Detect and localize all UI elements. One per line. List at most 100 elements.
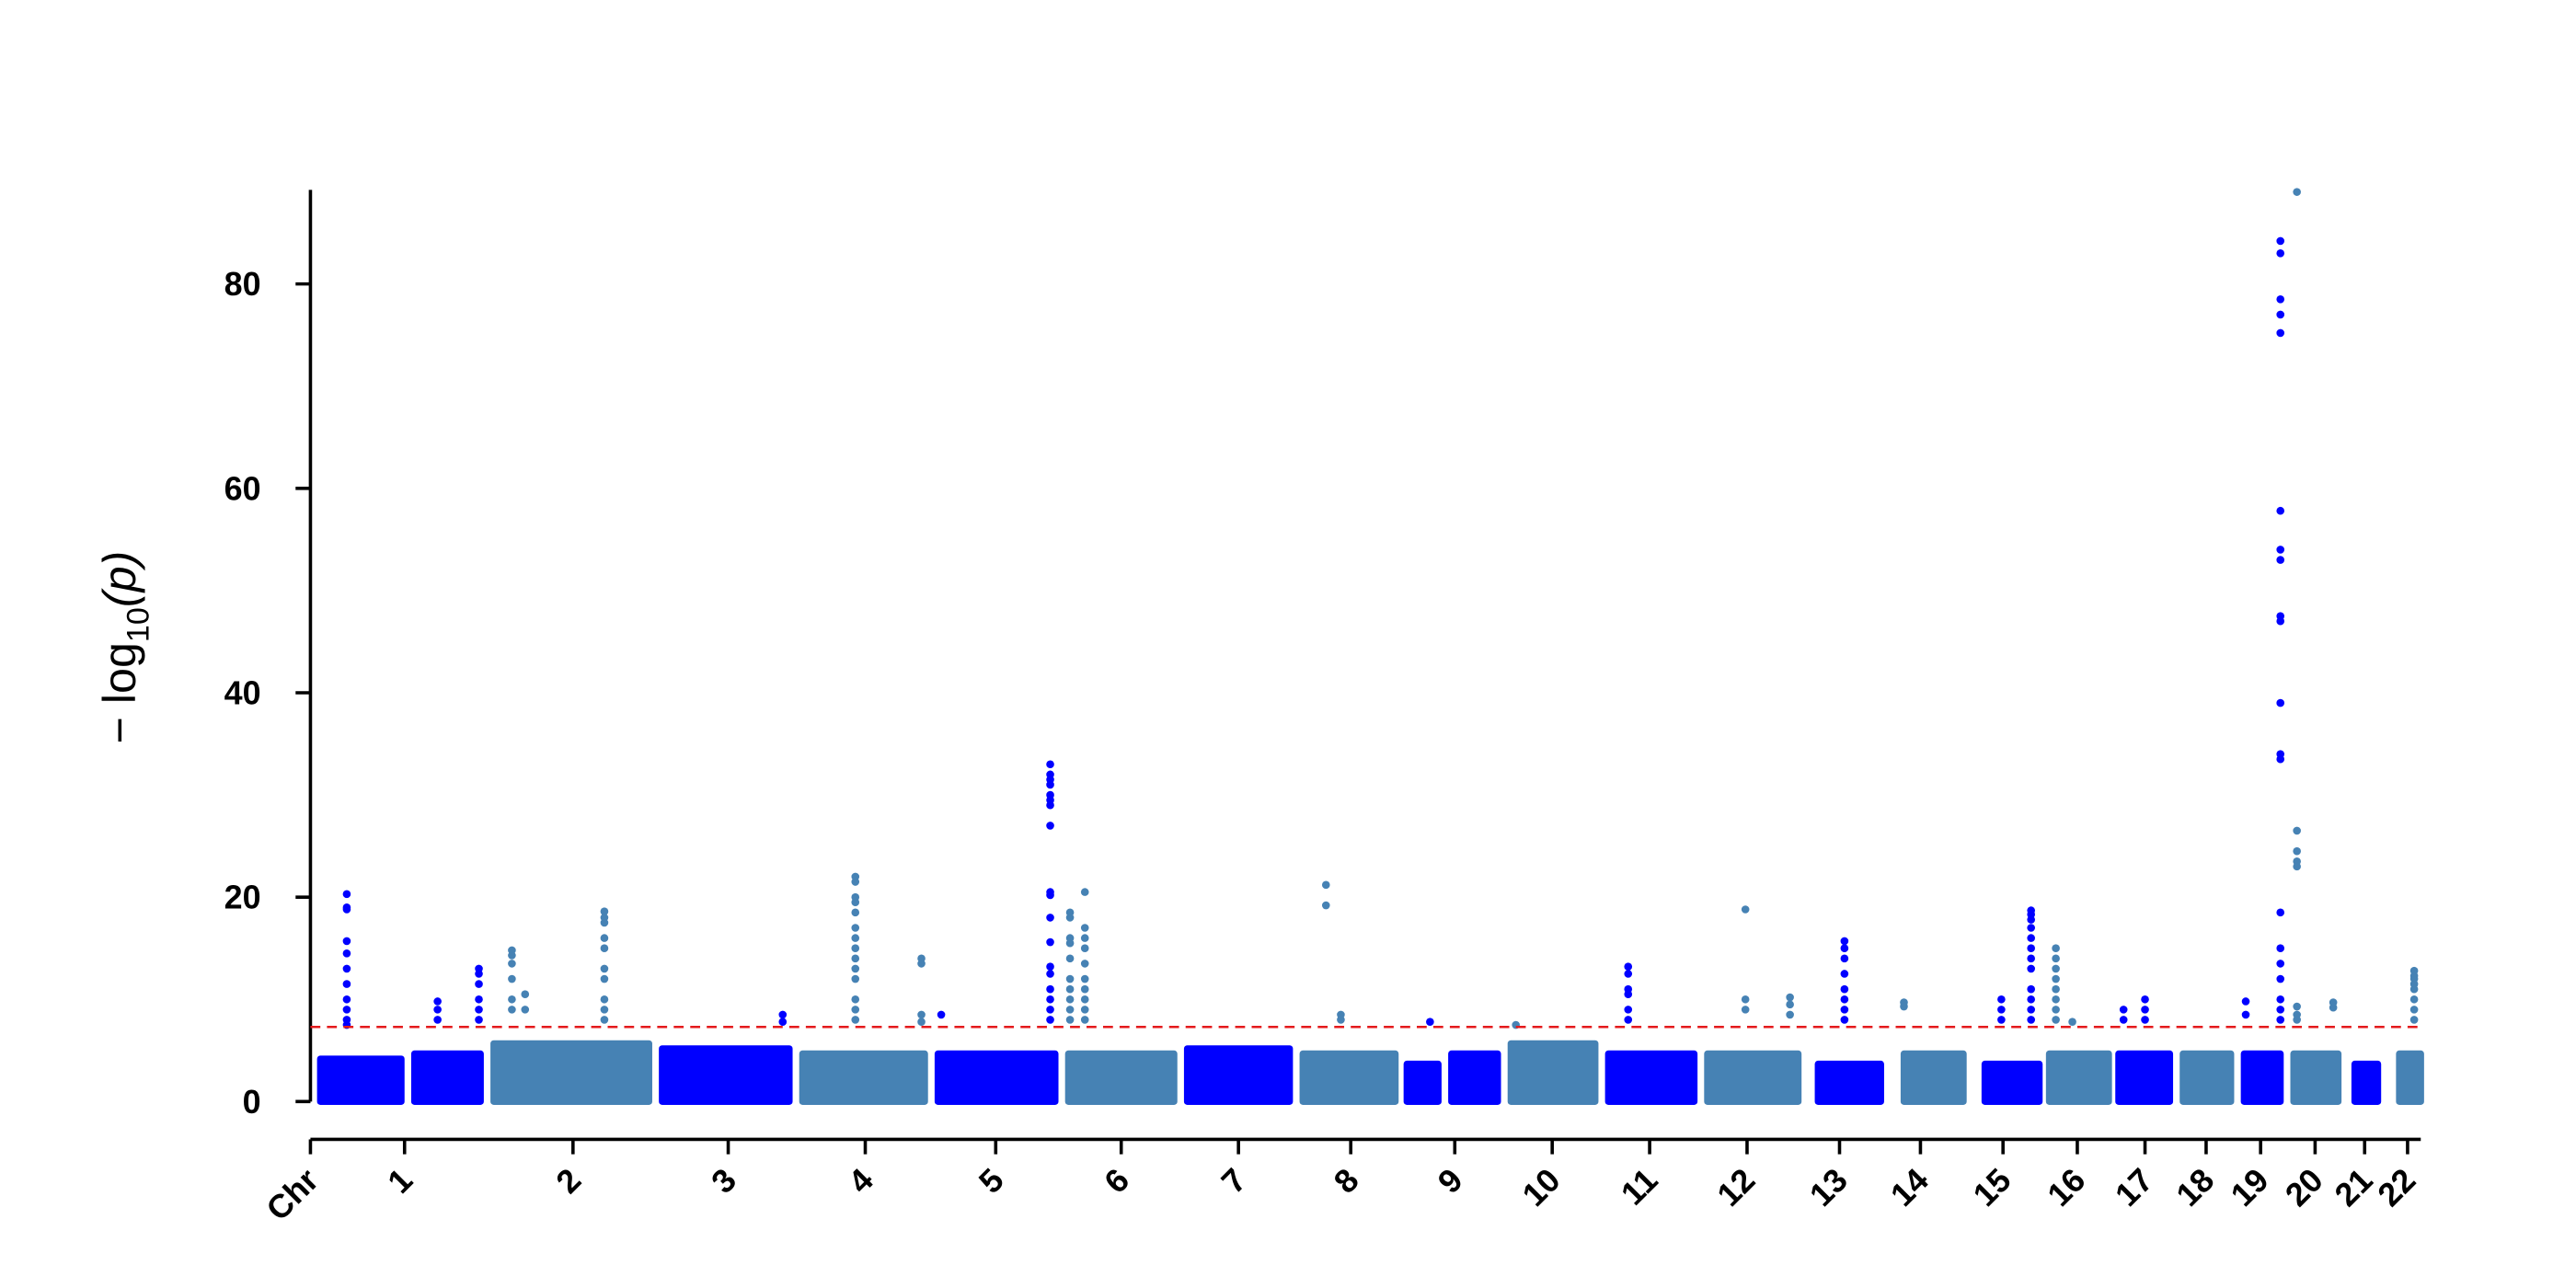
snp-point [1840, 937, 1849, 946]
snp-point [2276, 698, 2285, 707]
y-tick-label: 20 [224, 880, 261, 916]
snp-point [2241, 1010, 2250, 1019]
snp-point [1321, 901, 1330, 910]
y-label-suffix: (p) [94, 551, 145, 607]
snp-point [2141, 1016, 2149, 1024]
y-tick-label: 60 [224, 470, 261, 507]
snp-point [475, 980, 483, 988]
snp-point [1080, 944, 1089, 953]
y-label-prefix: − log [94, 642, 145, 743]
baseline-band [2045, 1050, 2112, 1105]
snp-point [600, 1006, 609, 1014]
snp-point [600, 944, 609, 953]
snp-point [1065, 984, 1075, 994]
x-tick-label: Chr [259, 1161, 326, 1227]
snp-point [433, 997, 442, 1006]
snp-point [851, 898, 860, 907]
baseline-band [2179, 1050, 2235, 1105]
snp-point [475, 995, 483, 1004]
snp-point [1080, 888, 1089, 896]
snp-point [1840, 954, 1849, 963]
snp-point [600, 1016, 609, 1024]
snp-point [1840, 970, 1849, 978]
snp-point [2293, 846, 2301, 856]
snp-point [2276, 974, 2285, 983]
snp-point [917, 1018, 926, 1027]
snp-point [851, 944, 860, 953]
snp-point [508, 995, 516, 1004]
baseline-band [2396, 1050, 2424, 1105]
snp-point [1840, 995, 1849, 1004]
y-tick-label: 40 [224, 675, 261, 712]
snp-point [342, 995, 351, 1004]
x-tick-label: 13 [1802, 1162, 1855, 1214]
snp-point [2119, 1006, 2128, 1014]
x-tick-label: 6 [1098, 1162, 1136, 1201]
x-tick-label: 9 [1431, 1162, 1469, 1201]
snp-point [2027, 964, 2035, 973]
baseline-band [799, 1050, 928, 1105]
x-tick-label: 12 [1710, 1162, 1763, 1214]
snp-point [2027, 924, 2035, 932]
snp-point [2027, 984, 2035, 994]
snp-point [342, 905, 351, 914]
baseline-band [934, 1050, 1059, 1105]
snp-point [600, 974, 609, 983]
baseline-band [1981, 1060, 2043, 1105]
snp-point [2027, 934, 2035, 942]
baseline-band [2290, 1050, 2342, 1105]
snp-point [2293, 826, 2301, 835]
snp-point [851, 878, 860, 886]
snp-point [1321, 880, 1330, 890]
snp-point [2329, 1003, 2338, 1012]
snp-point [2293, 1002, 2301, 1011]
snp-point [1080, 960, 1089, 968]
snp-point [1337, 1016, 1345, 1024]
snp-point [1997, 1016, 2006, 1024]
snp-point [1046, 937, 1054, 947]
snp-point [1046, 891, 1054, 900]
snp-point [2276, 236, 2285, 246]
snp-point [475, 1006, 483, 1014]
snp-point [2052, 974, 2060, 983]
baseline-band [490, 1040, 652, 1105]
x-tick-label: 16 [2041, 1162, 2093, 1214]
snp-point [1065, 1016, 1075, 1024]
snp-point [2276, 960, 2285, 968]
snp-point [600, 934, 609, 942]
snp-point [2276, 328, 2285, 338]
snp-point [1900, 1002, 1908, 1011]
x-tick-label: 19 [2224, 1162, 2276, 1214]
snp-point [2052, 984, 2060, 994]
snp-point [475, 1016, 483, 1024]
snp-point [2276, 1006, 2285, 1014]
snp-point [433, 1016, 442, 1024]
x-tick-label: 1 [381, 1162, 420, 1201]
snp-point [1065, 1006, 1075, 1014]
baseline-band [659, 1045, 793, 1105]
baseline-band [1448, 1050, 1501, 1105]
baseline-band [410, 1050, 484, 1105]
snp-point [2293, 1016, 2301, 1024]
baseline-band [1299, 1050, 1399, 1105]
snp-point [2052, 964, 2060, 973]
baseline-band [2351, 1060, 2382, 1105]
y-tick-label: 80 [224, 266, 261, 303]
snp-point [2052, 944, 2060, 953]
y-label-sub: 10 [121, 607, 156, 642]
snp-point [2276, 944, 2285, 953]
snp-point [2276, 616, 2285, 626]
x-tick-label: 18 [2169, 1162, 2222, 1214]
snp-point [778, 1018, 788, 1027]
snp-point [1080, 974, 1089, 983]
snp-point [342, 980, 351, 988]
snp-point [475, 970, 483, 978]
snp-point [1741, 1006, 1750, 1014]
snp-point [1741, 995, 1750, 1004]
snp-point [1065, 974, 1075, 983]
snp-point [1046, 914, 1054, 922]
snp-point [1786, 993, 1794, 1002]
snp-point [2293, 188, 2301, 196]
snp-point [2276, 248, 2285, 258]
snp-point [2276, 556, 2285, 564]
